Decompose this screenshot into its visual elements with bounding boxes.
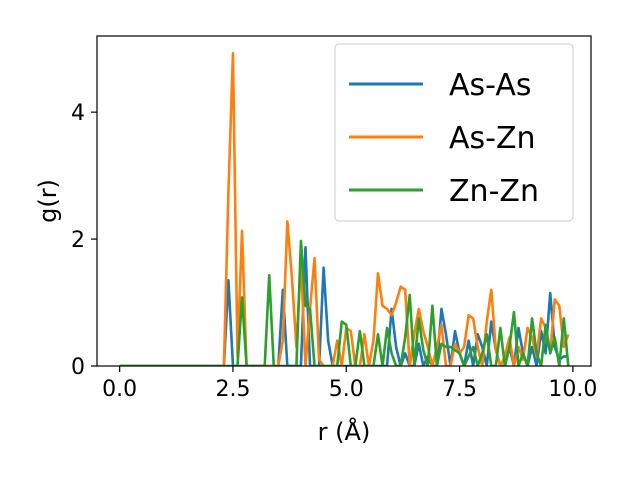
y-tick-label: 0 [71,355,85,380]
y-tick-label: 4 [71,101,85,126]
y-tick-label: 2 [71,228,85,253]
x-tick-label: 7.5 [442,377,477,402]
x-tick-label: 2.5 [215,377,250,402]
x-tick-label: 0.0 [102,377,137,402]
x-axis-label: r (Å) [318,417,371,446]
legend-box [334,43,574,222]
legend-label-zn-zn: Zn-Zn [449,174,539,209]
y-axis-label: g(r) [34,179,62,223]
x-axis: 0.0 2.5 5.0 7.5 10.0 [102,366,597,402]
x-tick-label: 10.0 [548,377,597,402]
y-axis: 0 2 4 [71,101,97,380]
legend: As-As As-Zn Zn-Zn [334,43,574,222]
plot-frame [96,35,592,367]
legend-label-as-zn: As-Zn [449,121,536,156]
series-layer [119,51,570,366]
x-tick-label: 5.0 [329,377,364,402]
legend-label-as-as: As-As [449,68,531,103]
series-line-zn-zn [119,239,570,366]
